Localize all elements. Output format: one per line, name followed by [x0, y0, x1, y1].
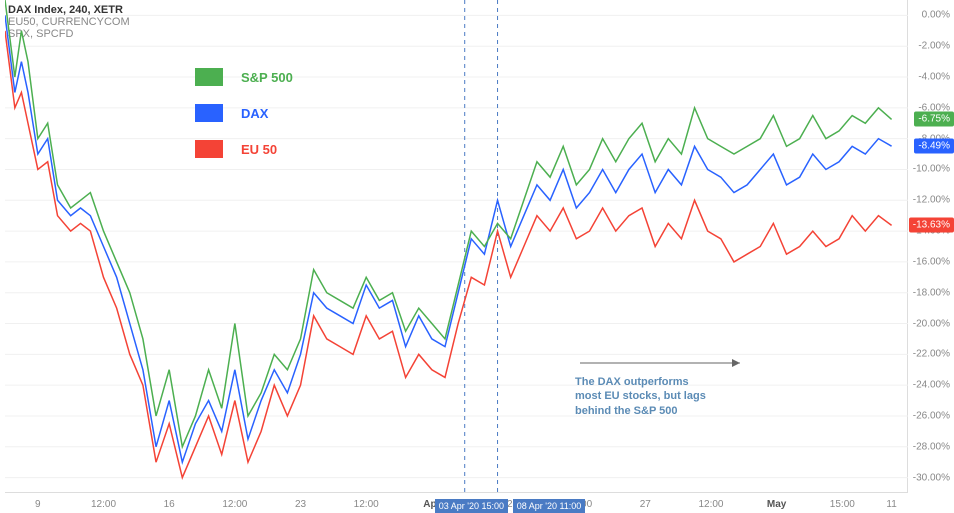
date-range-end: 08 Apr '20 11:00 — [513, 499, 586, 513]
x-tick: 23 — [295, 499, 306, 510]
x-tick: 15:00 — [830, 499, 855, 510]
y-tick: -26.00% — [913, 410, 950, 421]
series-dax — [5, 15, 892, 462]
legend-item: S&P 500 — [195, 68, 293, 86]
x-tick: 9 — [35, 499, 41, 510]
annotation-text: The DAX outperforms most EU stocks, but … — [575, 375, 706, 418]
x-axis: 912:001612:002312:00Apr12:0015:002712:00… — [5, 493, 908, 513]
y-axis: 0.00%-2.00%-4.00%-6.00%-8.00%-10.00%-12.… — [908, 0, 954, 493]
x-tick: 16 — [164, 499, 175, 510]
chart-svg — [5, 0, 908, 493]
annotation-line: behind the S&P 500 — [575, 404, 706, 418]
x-tick: 12:00 — [91, 499, 116, 510]
x-tick: May — [767, 499, 786, 510]
y-tick: -10.00% — [913, 164, 950, 175]
y-tick: -24.00% — [913, 380, 950, 391]
series-eu50 — [5, 31, 892, 478]
annotation-arrow — [580, 359, 740, 367]
price-badge: -8.49% — [914, 139, 954, 154]
legend-item: DAX — [195, 104, 293, 122]
legend: S&P 500 DAX EU 50 — [195, 68, 293, 176]
annotation-line: The DAX outperforms — [575, 375, 706, 389]
y-tick: -2.00% — [918, 41, 950, 52]
price-badge: -6.75% — [914, 112, 954, 127]
x-tick: 27 — [640, 499, 651, 510]
legend-label: DAX — [241, 106, 268, 121]
y-tick: -22.00% — [913, 349, 950, 360]
x-tick: 12:00 — [698, 499, 723, 510]
legend-item: EU 50 — [195, 140, 293, 158]
series-spx — [5, 0, 892, 447]
y-tick: -20.00% — [913, 318, 950, 329]
price-badge: -13.63% — [909, 218, 954, 233]
y-tick: -30.00% — [913, 472, 950, 483]
legend-label: S&P 500 — [241, 70, 293, 85]
date-range-start: 03 Apr '20 15:00 — [435, 499, 508, 513]
legend-swatch — [195, 68, 223, 86]
y-tick: -18.00% — [913, 287, 950, 298]
x-tick: 12:00 — [354, 499, 379, 510]
legend-swatch — [195, 140, 223, 158]
y-tick: -28.00% — [913, 441, 950, 452]
x-tick: 11 — [886, 499, 896, 510]
chart-plot-area[interactable] — [5, 0, 908, 493]
y-tick: -12.00% — [913, 195, 950, 206]
x-tick: 12:00 — [222, 499, 247, 510]
annotation-line: most EU stocks, but lags — [575, 389, 706, 403]
y-tick: 0.00% — [922, 10, 950, 21]
legend-label: EU 50 — [241, 142, 277, 157]
y-tick: -4.00% — [918, 72, 950, 83]
legend-swatch — [195, 104, 223, 122]
y-tick: -16.00% — [913, 256, 950, 267]
